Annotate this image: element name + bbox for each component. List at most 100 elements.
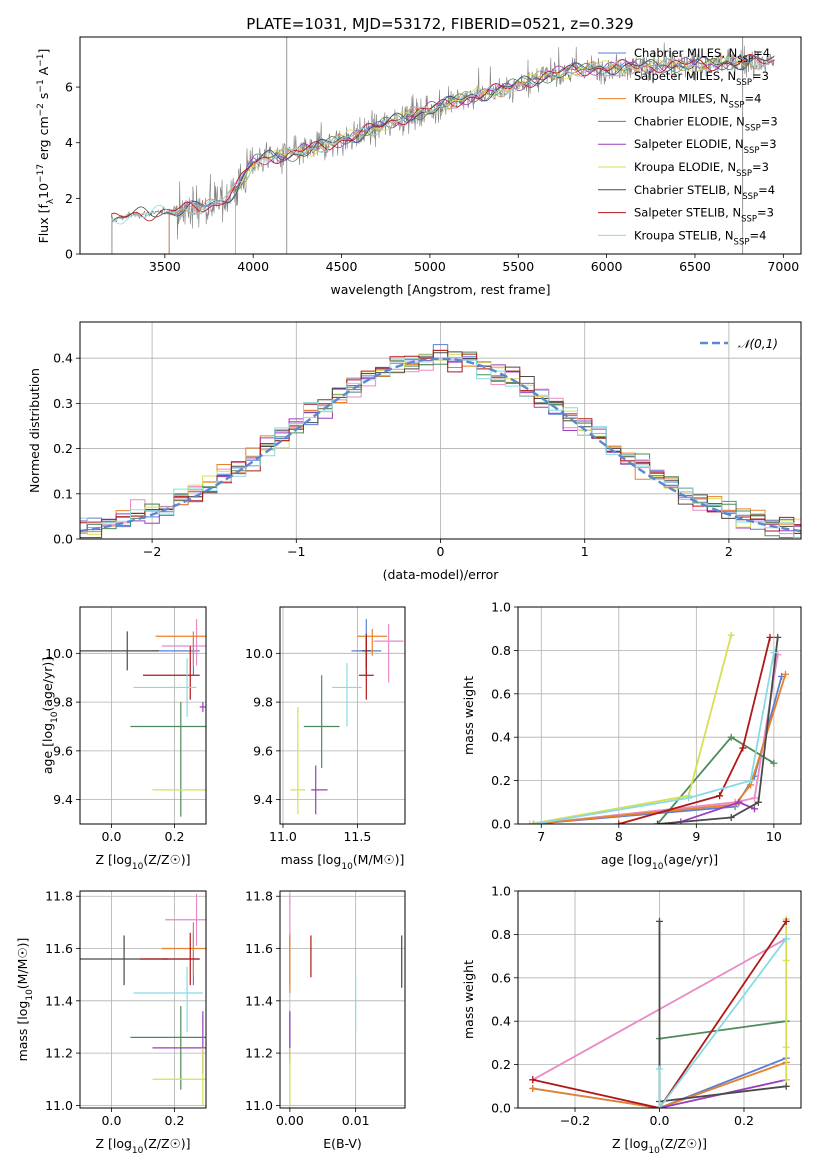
y-tick-label: 9.6 xyxy=(253,743,273,758)
residual-histogram-salpeter-miles xyxy=(80,357,801,535)
mass-weight-marker-chabrier-stelib xyxy=(782,1082,790,1090)
errorbar-salpeter-stelib xyxy=(143,646,200,700)
y-tick-label: 0.8 xyxy=(491,643,511,658)
errorbar-salpeter-miles xyxy=(161,619,206,666)
errorbar-salpeter-stelib xyxy=(358,636,374,700)
spectrum-y-axis-label-part: −1 xyxy=(36,79,46,92)
mass-weight-vs-age-y-axis-label: mass weight xyxy=(461,676,476,755)
y-tick-label: 11.4 xyxy=(45,993,73,1008)
legend-label-sub: SSP xyxy=(744,146,760,156)
y-tick-label: 0.4 xyxy=(491,1014,511,1029)
spectrum-y-axis-label-part: Flux [f xyxy=(36,204,51,244)
mass-weight-marker-chabrier-stelib xyxy=(654,820,662,824)
legend-label-sub: SSP xyxy=(736,169,752,179)
legend-label-salpeter-elodie: Salpeter ELODIE, NSSP=3 xyxy=(634,137,777,156)
mass-vs-extinction-plot: 0.00 0.01 11.0 11.2 11.4 11.6 11.8 E(B-V) xyxy=(245,889,406,1151)
mass-weight-line-chabrier-stelib xyxy=(657,637,779,824)
y-tick-label: 11.4 xyxy=(245,993,273,1008)
legend-label-chabrier-miles: Chabrier MILES, NSSP=4 xyxy=(634,46,770,65)
legend-label-main: Kroupa ELODIE, N xyxy=(634,160,736,174)
normal-distribution-curve xyxy=(80,357,801,533)
legend-label-kroupa-miles: Kroupa MILES, NSSP=4 xyxy=(634,92,761,111)
errorbar-chabrier-elodie xyxy=(130,702,206,817)
mass-weight-marker-salpeter-stelib xyxy=(615,820,623,824)
mass-weight-marker-kroupa-elodie xyxy=(782,1076,790,1084)
mass-vs-Z-y-axis-label-main: mass [log xyxy=(15,1001,30,1062)
mass-weight-vs-age-x-axis-label-main: age [log xyxy=(601,852,652,867)
x-tick-label: 6000 xyxy=(591,259,623,274)
spectrum-y-axis-label-part: erg cm xyxy=(36,116,51,164)
y-tick-label: 0 xyxy=(65,247,73,262)
legend-label-sub: SSP xyxy=(741,215,757,225)
mass-weight-vs-age-x-axis-label-tail: (age/yr)] xyxy=(663,852,718,867)
x-tick-label: 2 xyxy=(725,544,733,559)
mass-weight-line-salpeter-stelib xyxy=(532,920,787,1108)
y-tick-label: 0.6 xyxy=(491,970,511,985)
age-vs-Z-x-axis-label-tail: (Z/Z☉)] xyxy=(143,852,190,867)
x-tick-label: 5500 xyxy=(502,259,534,274)
age-vs-Z-x-axis-label-sub: 10 xyxy=(132,862,144,872)
x-tick-label: 0.0 xyxy=(650,1113,670,1128)
mass-weight-marker-salpeter-miles xyxy=(750,794,758,802)
x-tick-label: 10 xyxy=(766,829,782,844)
y-tick-label: 0.4 xyxy=(53,351,73,366)
mass-weight-line-kroupa-stelib xyxy=(533,652,775,824)
legend-label-main: Salpeter ELODIE, N xyxy=(634,137,744,151)
mass-weight-marker-chabrier-elodie xyxy=(770,759,778,767)
mass-weight-vs-Z-x-axis-label-main: Z [log xyxy=(612,1136,648,1151)
mass-vs-Z-x-axis-label-tail: (Z/Z☉)] xyxy=(143,1136,190,1151)
legend-label-main: Kroupa MILES, N xyxy=(634,92,729,106)
y-tick-label: 0.0 xyxy=(491,1101,511,1116)
y-tick-label: 0.4 xyxy=(491,730,511,745)
age-vs-Z-y-axis-label-main: age [log xyxy=(40,723,55,774)
spectrum-y-axis-label-part: ] xyxy=(36,49,51,54)
legend-label-tail: =3 xyxy=(760,137,777,151)
age-vs-mass-x-axis-label-sub: 10 xyxy=(341,862,353,872)
legend-label-chabrier-stelib: Chabrier STELIB, NSSP=4 xyxy=(634,183,775,202)
mass-vs-Z-x-axis-label: Z [log10(Z/Z☉)] xyxy=(95,1136,190,1156)
errorbar-kroupa-elodie xyxy=(152,704,206,815)
legend-label-tail: =4 xyxy=(744,92,761,106)
mass-weight-vs-Z-y-axis-label: mass weight xyxy=(461,960,476,1039)
mass-vs-Z-y-axis-label-sub: 10 xyxy=(25,989,35,1001)
spectrum-y-axis-label-part: −2 xyxy=(36,103,46,116)
mass-weight-vs-age-x-axis-label: age [log10(age/yr)] xyxy=(601,852,718,872)
x-tick-label: 8 xyxy=(615,829,623,844)
mass-vs-ebv-x-axis-label: E(B-V) xyxy=(323,1136,362,1151)
mass-vs-Z-x-axis-label-main: Z [log xyxy=(95,1136,131,1151)
errorbar-kroupa-stelib xyxy=(332,663,362,727)
mass-weight-vs-metallicity-plot: −0.2 0.0 0.2 0.0 0.2 0.4 0.6 0.8 1.0 Z [log10(Z/Z… xyxy=(461,884,802,1156)
age-vs-Z-x-axis-label: Z [log10(Z/Z☉)] xyxy=(95,852,190,872)
errorbar-salpeter-stelib xyxy=(139,932,200,986)
y-tick-label: 0.3 xyxy=(53,396,73,411)
spectrum-y-axis-label: Flux [fλ10−17 erg cm−2 s−1 A−1] xyxy=(36,49,56,244)
figure-title: PLATE=1031, MJD=53172, FIBERID=0521, z=0… xyxy=(246,15,633,33)
x-tick-label: 9 xyxy=(692,829,700,844)
age-vs-Z-y-axis-label-tail: (age/yr)] xyxy=(40,657,55,712)
y-tick-label: 10.0 xyxy=(245,646,273,661)
spectrum-y-axis-label-part: −1 xyxy=(36,54,46,67)
mass-weight-marker-salpeter-elodie xyxy=(750,805,758,813)
age-vs-Z-y-axis-label: age [log10(age/yr)] xyxy=(40,657,60,774)
mass-weight-marker-kroupa-elodie xyxy=(782,956,790,964)
legend-label-tail: =4 xyxy=(749,228,766,242)
model-spectrum-kroupa-elodie xyxy=(235,55,748,254)
legend-label-tail: =3 xyxy=(757,206,774,220)
legend-label-tail: =3 xyxy=(752,160,769,174)
mass-weight-marker-kroupa-stelib xyxy=(747,777,755,785)
errorbar-kroupa-miles xyxy=(155,631,206,666)
spectrum-y-axis-label-part: λ xyxy=(46,198,56,204)
legend-label-salpeter-miles: Salpeter MILES, NSSP=3 xyxy=(634,69,769,88)
x-tick-label: 0.0 xyxy=(102,1113,122,1128)
x-tick-label: 4500 xyxy=(326,259,358,274)
x-tick-label: 1 xyxy=(581,544,589,559)
x-tick-label: 0 xyxy=(437,544,445,559)
y-tick-label: 0.2 xyxy=(491,773,511,788)
legend-label-main: Chabrier ELODIE, N xyxy=(634,114,745,128)
errorbar-salpeter-miles xyxy=(165,893,206,946)
legend-label-sub: SSP xyxy=(737,55,753,65)
x-tick-label: 0.00 xyxy=(276,1113,304,1128)
mass-weight-marker-salpeter-stelib xyxy=(716,792,724,800)
y-tick-label: 10.0 xyxy=(45,646,73,661)
y-tick-label: 11.8 xyxy=(245,889,273,904)
